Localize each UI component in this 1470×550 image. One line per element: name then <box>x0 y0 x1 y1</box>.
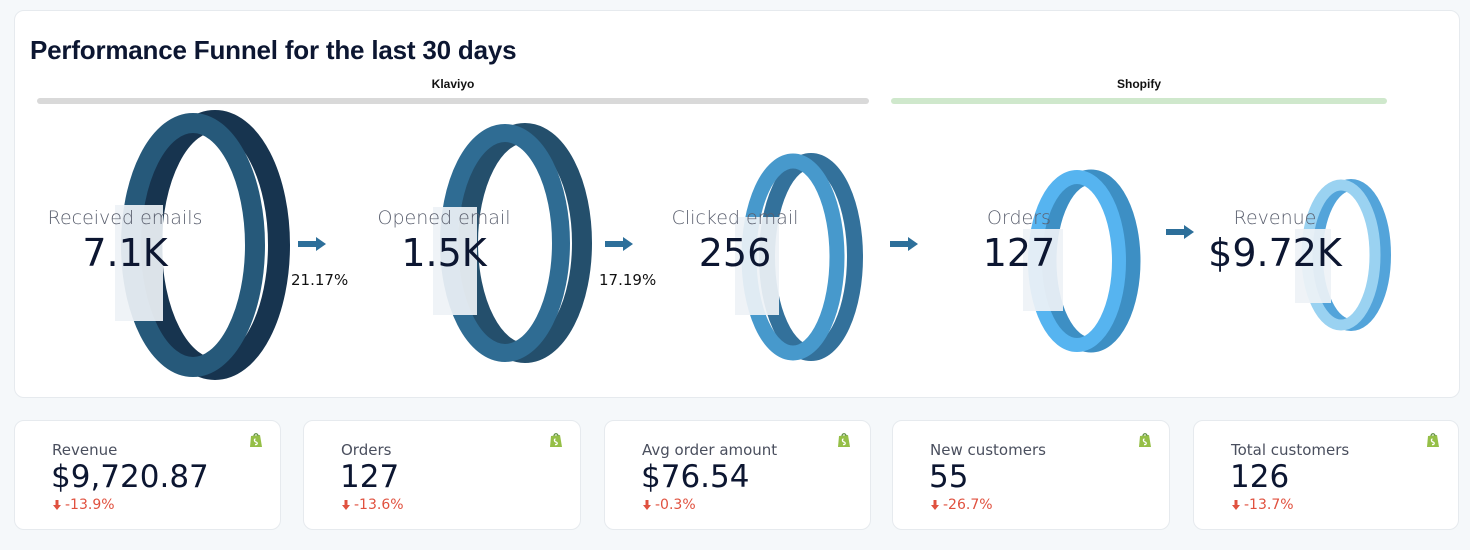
kpi-value: 127 <box>340 459 400 495</box>
page-title: Performance Funnel for the last 30 days <box>30 35 517 65</box>
kpi-delta-text: -13.7% <box>1244 497 1294 513</box>
stage-value: 1.5K <box>401 231 487 275</box>
kpi-delta: -26.7% <box>931 497 993 513</box>
kpi-label: Revenue <box>52 441 118 459</box>
kpi-value: $9,720.87 <box>51 459 209 495</box>
stage-label: Orders <box>987 207 1051 229</box>
kpi-label: Total customers <box>1231 441 1350 459</box>
arrow-down-icon <box>342 500 350 510</box>
arrow-right-icon <box>298 237 326 251</box>
shopify-icon <box>550 433 562 447</box>
stage-label: Revenue <box>1233 207 1317 229</box>
stage-label: Opened email <box>377 207 511 229</box>
group-bar-shopify <box>891 98 1387 104</box>
arrow-right-icon <box>605 237 633 251</box>
kpi-delta-text: -0.3% <box>655 497 696 513</box>
shopify-icon <box>1427 433 1439 447</box>
shopify-icon <box>1139 433 1151 447</box>
kpi-card-new-customers: New customers 55 -26.7% <box>892 420 1170 530</box>
funnel-ring-opened <box>433 123 592 363</box>
kpi-card-revenue: Revenue $9,720.87 -13.9% <box>14 420 281 530</box>
arrow-right-icon <box>890 237 918 251</box>
stage-value: 127 <box>982 231 1056 275</box>
kpi-card-total-customers: Total customers 126 -13.7% <box>1193 420 1459 530</box>
shopify-icon <box>250 433 262 447</box>
arrow-right-icon <box>1166 225 1194 239</box>
funnel-panel: Performance Funnel for the last 30 days … <box>14 10 1460 398</box>
conversion-rate: 17.19% <box>599 271 657 289</box>
funnel-ring-clicked <box>735 153 863 361</box>
stage-value: $9.72K <box>1208 231 1342 275</box>
arrow-down-icon <box>53 500 61 510</box>
kpi-label: Avg order amount <box>642 441 778 459</box>
group-label-klaviyo: Klaviyo <box>431 77 475 91</box>
kpi-label: New customers <box>930 441 1046 459</box>
stage-label: Received emails <box>47 207 203 229</box>
funnel-ring-orders <box>1023 169 1141 353</box>
kpi-value: 126 <box>1230 459 1290 495</box>
kpi-delta-text: -13.6% <box>354 497 404 513</box>
conversion-rate: 21.17% <box>291 271 349 289</box>
kpi-delta: -13.9% <box>53 497 115 513</box>
kpi-value: 55 <box>929 459 969 495</box>
kpi-delta-text: -26.7% <box>943 497 993 513</box>
group-bar-klaviyo <box>37 98 869 104</box>
group-label-shopify: Shopify <box>1117 77 1161 91</box>
kpi-card-orders: Orders 127 -13.6% <box>303 420 581 530</box>
arrow-down-icon <box>643 500 651 510</box>
funnel-ring-revenue <box>1295 179 1391 331</box>
funnel-rings <box>115 110 1391 380</box>
stage-value: 256 <box>698 231 772 275</box>
kpi-value: $76.54 <box>641 459 750 495</box>
shopify-icon <box>838 433 850 447</box>
arrow-down-icon <box>1232 500 1240 510</box>
kpi-card-avg-order: Avg order amount $76.54 -0.3% <box>604 420 871 530</box>
kpi-label: Orders <box>341 441 392 459</box>
funnel-ring-received <box>115 110 290 380</box>
stage-value: 7.1K <box>82 231 168 275</box>
kpi-delta: -13.7% <box>1232 497 1294 513</box>
arrow-down-icon <box>931 500 939 510</box>
kpi-delta: -13.6% <box>342 497 404 513</box>
kpi-delta-text: -13.9% <box>65 497 115 513</box>
stage-label: Clicked email <box>671 207 799 229</box>
kpi-delta: -0.3% <box>643 497 696 513</box>
